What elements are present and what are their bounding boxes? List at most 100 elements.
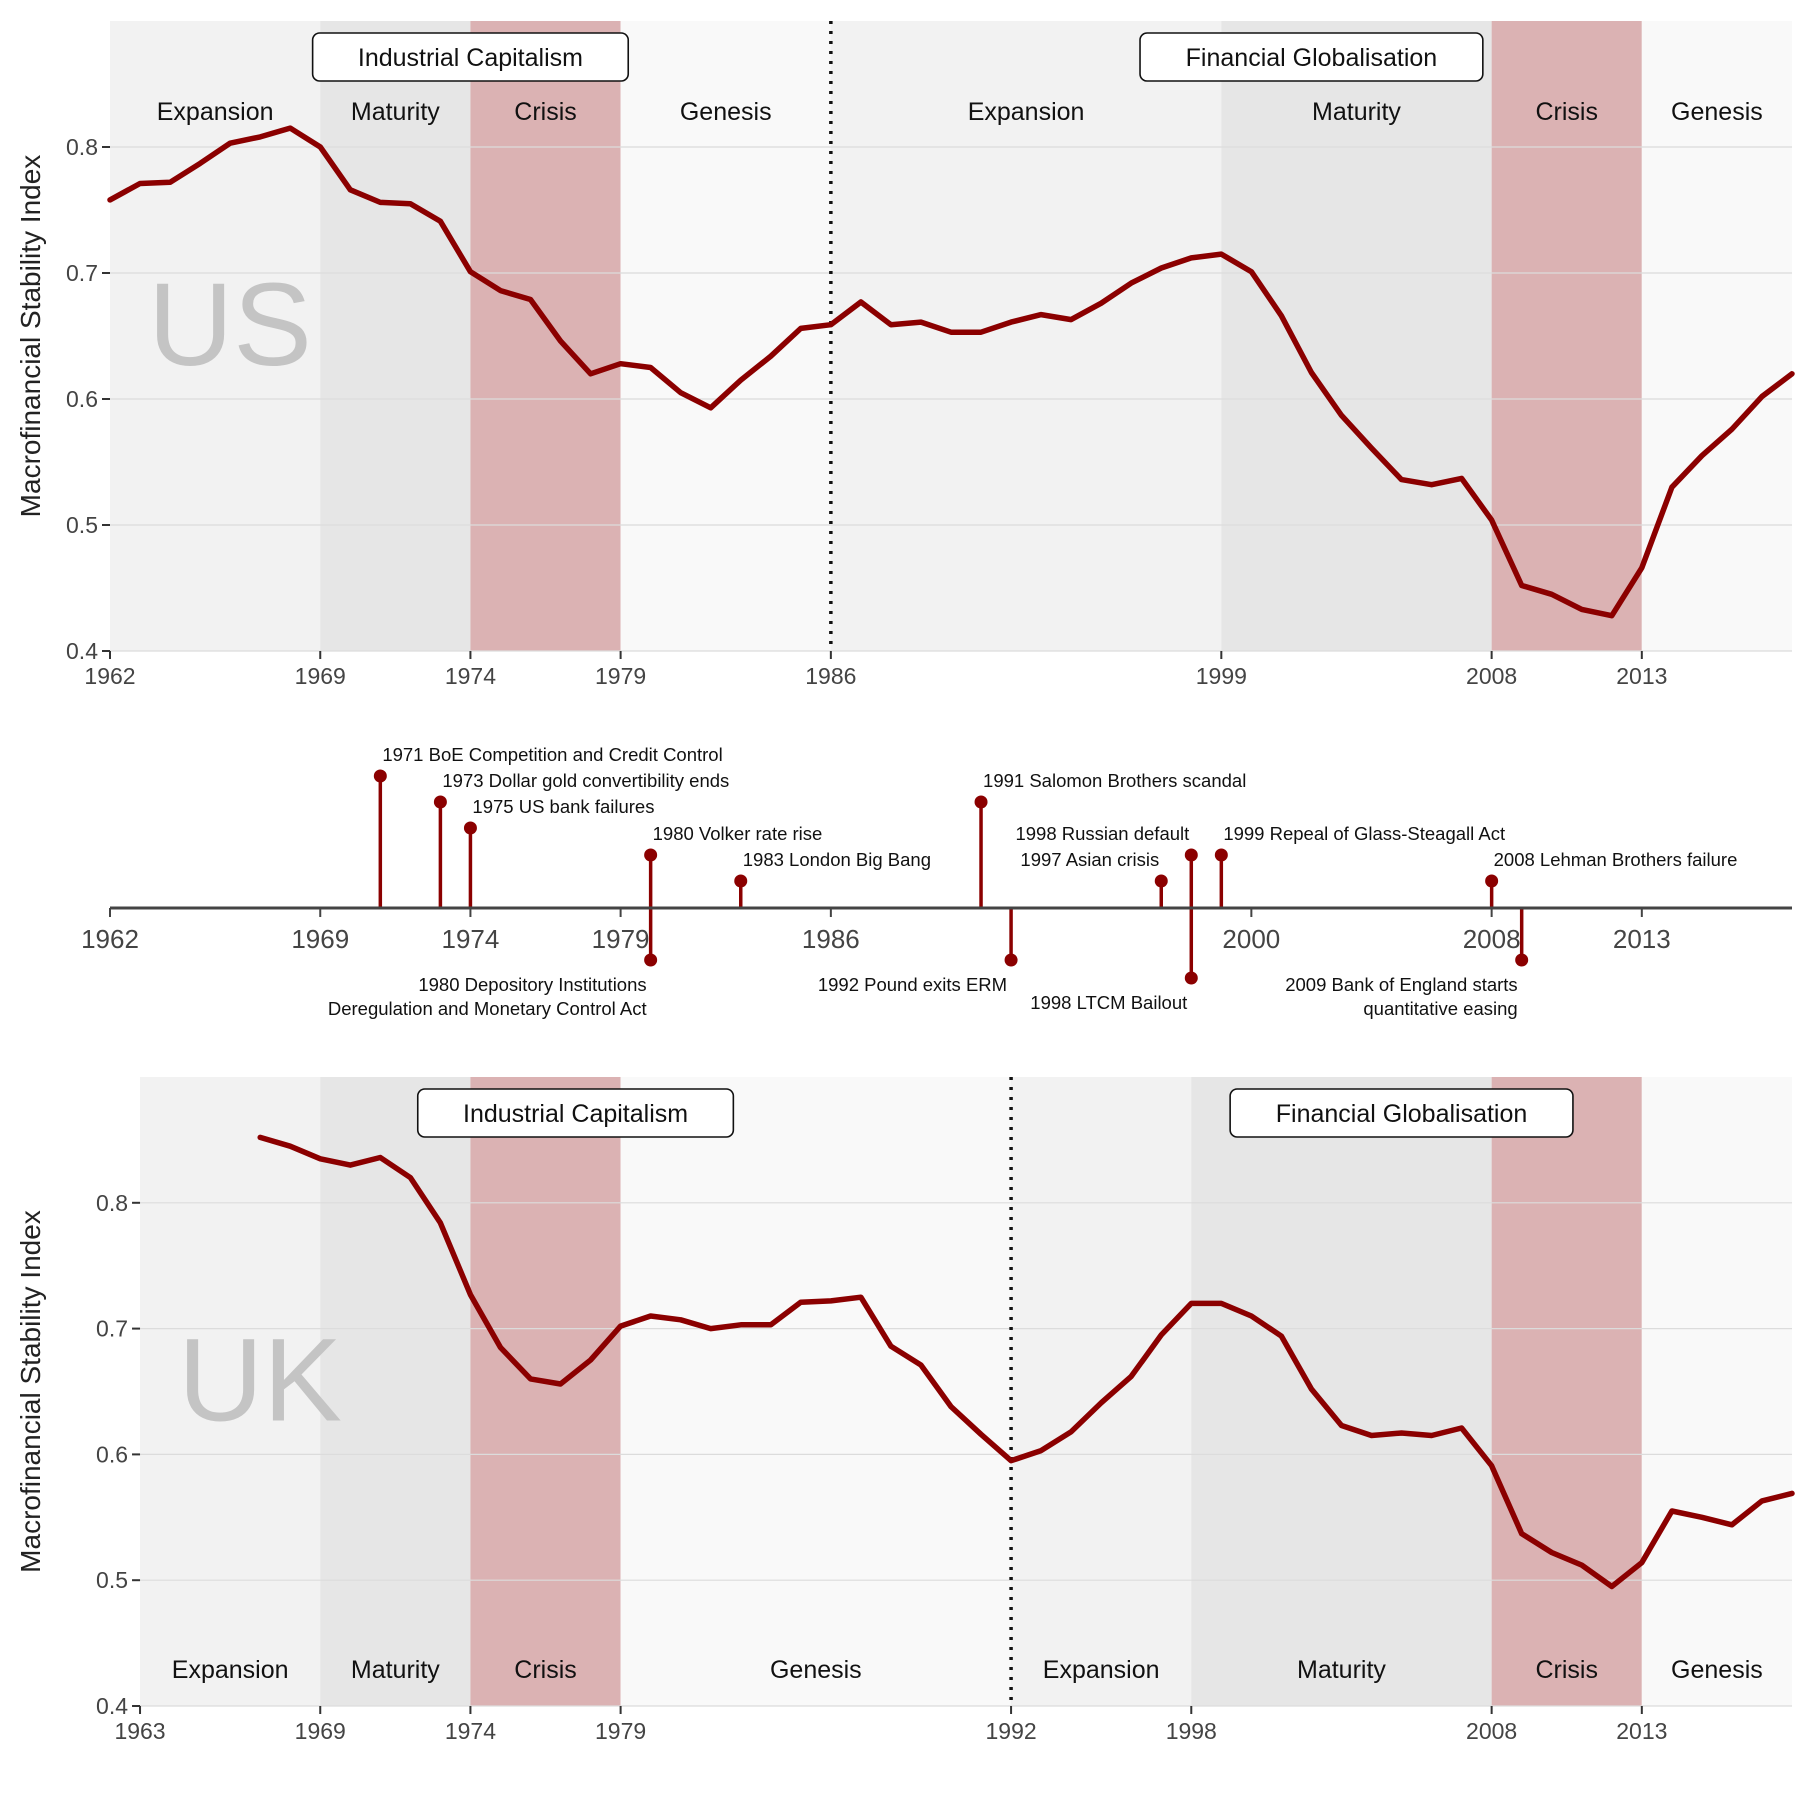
event-label: 1980 Volker rate rise bbox=[653, 823, 823, 844]
era-label: Industrial Capitalism bbox=[463, 1100, 688, 1128]
x-tick-label: 2008 bbox=[1463, 924, 1521, 954]
phase-band-maturity bbox=[1191, 1077, 1492, 1706]
x-tick-label: 1999 bbox=[1196, 663, 1247, 689]
event-label: 1983 London Big Bang bbox=[743, 849, 931, 870]
event-label: 1992 Pound exits ERM bbox=[818, 974, 1007, 995]
x-tick-label: 1962 bbox=[81, 924, 139, 954]
y-tick-label: 0.6 bbox=[96, 1441, 128, 1467]
x-tick-label: 1979 bbox=[595, 663, 646, 689]
phase-label: Crisis bbox=[1535, 1656, 1598, 1684]
x-tick-label: 1998 bbox=[1166, 1718, 1217, 1744]
us-stability-chart: US Expansion Maturity Crisis Genesis Expansio… bbox=[15, 21, 1795, 689]
phase-label: Genesis bbox=[680, 98, 772, 126]
phase-label: Genesis bbox=[1671, 98, 1763, 126]
series-line bbox=[107, 125, 1795, 619]
y-tick-label: 0.5 bbox=[66, 512, 98, 538]
x-tick-label: 1986 bbox=[802, 924, 860, 954]
x-tick-label: 1963 bbox=[114, 1718, 165, 1744]
phase-band-crisis bbox=[470, 21, 621, 651]
event-point bbox=[734, 874, 748, 888]
y-tick-label: 0.8 bbox=[96, 1190, 128, 1216]
event-label: 1971 BoE Competition and Credit Control bbox=[382, 744, 722, 765]
event-point bbox=[1184, 971, 1198, 985]
phase-label: Crisis bbox=[514, 98, 577, 126]
event-point bbox=[1485, 874, 1499, 888]
x-tick-label: 1962 bbox=[84, 663, 135, 689]
phase-band-expansion bbox=[830, 21, 1222, 651]
x-tick-label: 1969 bbox=[291, 924, 349, 954]
y-tick-label: 0.5 bbox=[96, 1567, 128, 1593]
event-label: 1980 Depository Institutions bbox=[418, 974, 646, 995]
phase-label: Expansion bbox=[157, 98, 274, 126]
y-tick-label: 0.4 bbox=[96, 1693, 128, 1719]
panel-label: US bbox=[148, 259, 312, 391]
event-point bbox=[644, 953, 658, 967]
phase-label: Crisis bbox=[514, 1656, 577, 1684]
phase-band-expansion bbox=[110, 21, 321, 651]
phase-band-expansion bbox=[140, 1077, 321, 1706]
era-label-box bbox=[1139, 32, 1484, 82]
event-point bbox=[463, 821, 477, 835]
x-tick-label: 1979 bbox=[595, 1718, 646, 1744]
phase-label: Maturity bbox=[1297, 1656, 1386, 1684]
era-label: Financial Globalisation bbox=[1186, 44, 1438, 72]
event-point bbox=[373, 769, 387, 783]
y-tick-label: 0.6 bbox=[66, 386, 98, 412]
event-label: 1998 LTCM Bailout bbox=[1030, 992, 1187, 1013]
event-label: 2008 Lehman Brothers failure bbox=[1494, 849, 1738, 870]
phase-label: Maturity bbox=[351, 98, 440, 126]
x-tick-label: 2000 bbox=[1222, 924, 1280, 954]
event-label: 1997 Asian crisis bbox=[1020, 849, 1159, 870]
era-label: Industrial Capitalism bbox=[358, 44, 583, 72]
event-point bbox=[974, 795, 988, 809]
event-label: 1998 Russian default bbox=[1015, 823, 1189, 844]
uk-stability-chart: UK Expansion Maturity Crisis Genesis Expansio… bbox=[15, 1077, 1795, 1744]
event-point bbox=[644, 848, 658, 862]
phase-label: Maturity bbox=[351, 1656, 440, 1684]
phase-band-genesis bbox=[1641, 21, 1792, 651]
y-tick-label: 0.4 bbox=[66, 638, 98, 664]
x-tick-label: 1974 bbox=[445, 663, 496, 689]
x-tick-label: 1979 bbox=[592, 924, 650, 954]
event-point bbox=[433, 795, 447, 809]
phase-band-maturity bbox=[320, 21, 471, 651]
event-point bbox=[1184, 848, 1198, 862]
x-tick-label: 1986 bbox=[805, 663, 856, 689]
phase-band-genesis bbox=[620, 1077, 1012, 1706]
x-tick-label: 2013 bbox=[1616, 1718, 1667, 1744]
phase-band-maturity bbox=[1221, 21, 1492, 651]
y-axis-title: Macrofinancial Stability Index bbox=[15, 155, 46, 518]
x-tick-label: 2013 bbox=[1613, 924, 1671, 954]
event-label: 1975 US bank failures bbox=[472, 796, 654, 817]
event-label: 1999 Repeal of Glass-Steagall Act bbox=[1223, 823, 1505, 844]
era-label: Financial Globalisation bbox=[1276, 1100, 1528, 1128]
event-point bbox=[1004, 953, 1018, 967]
y-tick-label: 0.8 bbox=[66, 134, 98, 160]
x-tick-label: 1969 bbox=[295, 1718, 346, 1744]
phase-band-crisis bbox=[1491, 1077, 1642, 1706]
event-timeline: 1971 BoE Competition and Credit Control 1… bbox=[81, 744, 1792, 1019]
y-tick-label: 0.7 bbox=[96, 1316, 128, 1342]
series-line bbox=[257, 1134, 1795, 1590]
phase-label: Expansion bbox=[1043, 1656, 1160, 1684]
event-label: 1973 Dollar gold convertibility ends bbox=[442, 770, 729, 791]
phase-band-crisis bbox=[470, 1077, 621, 1706]
phase-label: Expansion bbox=[172, 1656, 289, 1684]
phase-label: Crisis bbox=[1535, 98, 1598, 126]
x-tick-label: 2008 bbox=[1466, 1718, 1517, 1744]
event-label: quantitative easing bbox=[1363, 998, 1517, 1019]
era-label-box bbox=[416, 1088, 735, 1138]
era-label-box bbox=[1229, 1088, 1574, 1138]
phase-label: Maturity bbox=[1312, 98, 1401, 126]
phase-band-genesis bbox=[1641, 1077, 1792, 1706]
y-axis-title: Macrofinancial Stability Index bbox=[15, 1210, 46, 1573]
phase-band-expansion bbox=[1011, 1077, 1192, 1706]
panel-label: UK bbox=[178, 1315, 342, 1447]
phase-band-crisis bbox=[1491, 21, 1642, 651]
event-label: 2009 Bank of England starts bbox=[1285, 974, 1517, 995]
x-tick-label: 1974 bbox=[445, 1718, 496, 1744]
phase-label: Expansion bbox=[968, 98, 1085, 126]
era-label-box bbox=[311, 32, 630, 82]
phase-label: Genesis bbox=[1671, 1656, 1763, 1684]
